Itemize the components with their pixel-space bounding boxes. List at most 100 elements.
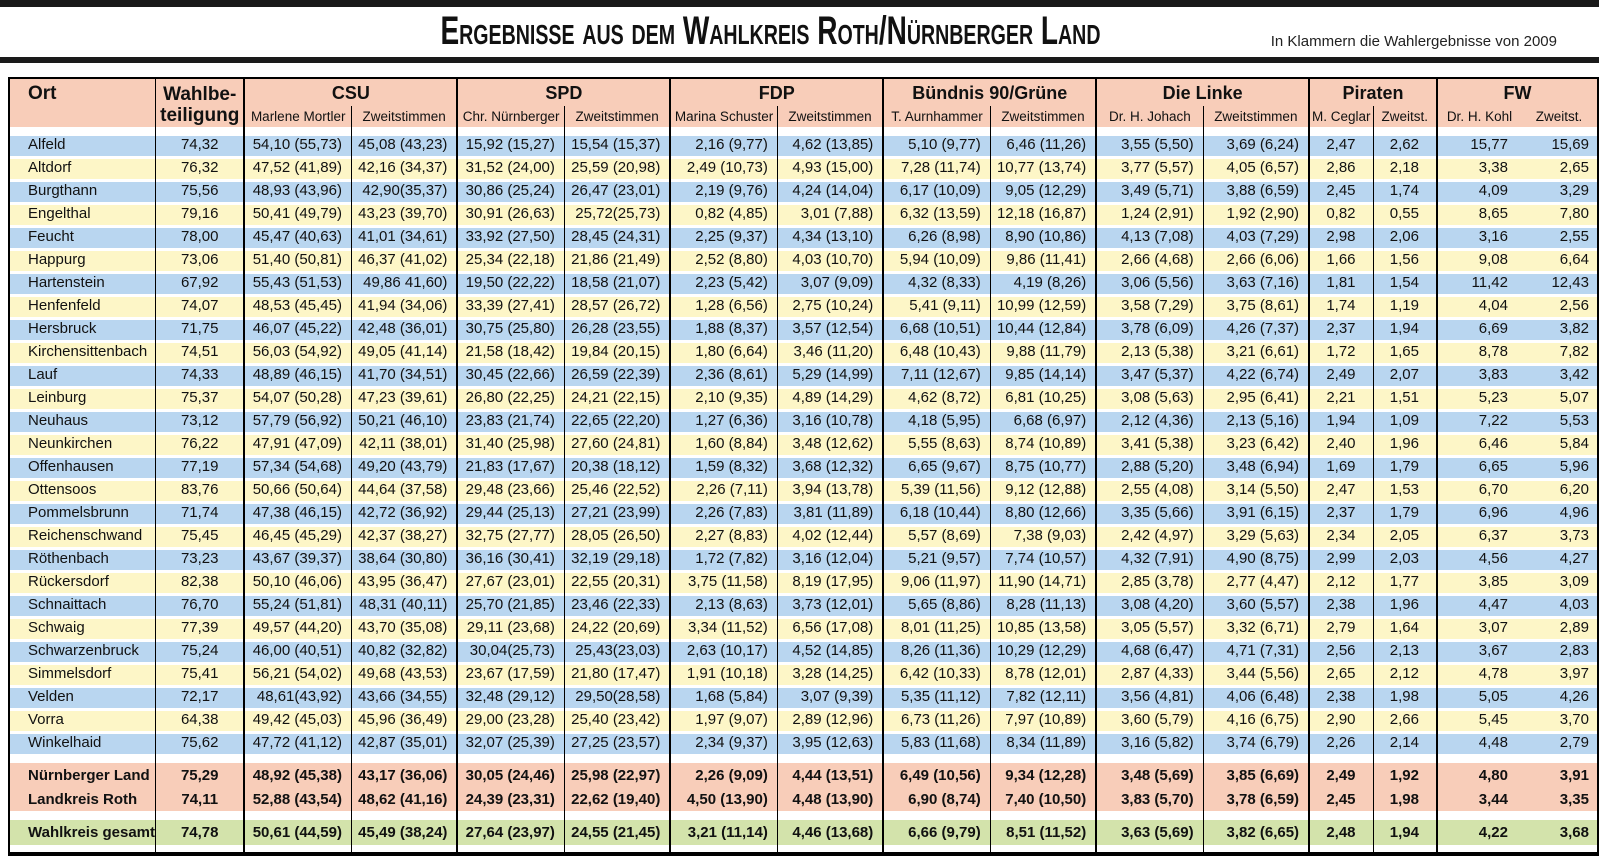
value-cell: 5,96 [1520, 455, 1598, 478]
value-cell: 74,11 [155, 787, 245, 811]
value-cell: 30,05 (24,46) [456, 763, 565, 787]
value-cell: 2,05 [1372, 524, 1437, 547]
table-row: Kirchensittenbach 74,51 56,03 (54,92) 49,05… [9, 340, 1598, 363]
spacer-cell [882, 754, 991, 763]
value-cell: 9,88 (11,79) [989, 340, 1097, 363]
value-cell: 4,93 (15,00) [776, 156, 884, 179]
value-cell: 77,39 [155, 616, 245, 639]
value-cell: 28,57 (26,72) [563, 294, 671, 317]
value-cell: 3,48 (6,94) [1202, 455, 1310, 478]
value-cell: 2,13 (5,38) [1095, 340, 1204, 363]
value-cell: 1,94 [1308, 409, 1374, 432]
value-cell: 2,62 [1372, 133, 1437, 156]
value-cell: 1,77 [1372, 570, 1437, 593]
value-cell: 2,75 (10,24) [776, 294, 884, 317]
spacer-cell [669, 811, 778, 820]
value-cell: 1,54 [1372, 271, 1437, 294]
value-cell: 2,66 (4,68) [1095, 248, 1204, 271]
value-cell: 5,83 (11,68) [882, 731, 991, 754]
value-cell: 7,11 (12,67) [882, 363, 991, 386]
value-cell: 2,99 [1308, 547, 1374, 570]
value-cell: 3,21 (6,61) [1202, 340, 1310, 363]
value-cell: 9,08 [1435, 248, 1521, 271]
value-cell: 2,13 (5,16) [1202, 409, 1310, 432]
value-cell: 8,78 [1435, 340, 1521, 363]
value-cell: 3,74 (6,79) [1202, 731, 1310, 754]
value-cell: 43,70 (35,08) [350, 616, 458, 639]
value-cell: 1,79 [1372, 455, 1437, 478]
value-cell: 6,42 (10,33) [882, 662, 991, 685]
spacer-cell [9, 811, 156, 820]
value-cell: 3,68 (12,32) [776, 455, 884, 478]
value-cell: 5,05 [1435, 685, 1521, 708]
value-cell: 74,32 [155, 133, 245, 156]
table-row: Schwaig 77,39 49,57 (44,20) 43,70 (35,08) 29… [9, 616, 1598, 639]
value-cell: 4,90 (8,75) [1202, 547, 1310, 570]
spacer-cell [882, 845, 991, 854]
value-cell: 24,55 (21,45) [563, 820, 671, 845]
spacer-cell [1095, 845, 1204, 854]
value-cell: 1,72 [1308, 340, 1374, 363]
value-cell: 76,22 [155, 432, 245, 455]
value-cell: 41,94 (34,06) [350, 294, 458, 317]
table-row: Pommelsbrunn 71,74 47,38 (46,15) 42,72 (36,… [9, 501, 1598, 524]
value-cell: 74,33 [155, 363, 245, 386]
value-cell: 1,24 (2,91) [1095, 202, 1204, 225]
value-cell: 25,72(25,73) [563, 202, 671, 225]
value-cell: 3,47 (5,37) [1095, 363, 1204, 386]
value-cell: 67,92 [155, 271, 245, 294]
value-cell: 76,32 [155, 156, 245, 179]
value-cell: 3,67 [1435, 639, 1521, 662]
value-cell: 3,83 (5,70) [1095, 787, 1204, 811]
value-cell: 74,78 [155, 820, 245, 845]
value-cell: 4,05 (6,57) [1202, 156, 1310, 179]
value-cell: 22,65 (22,20) [563, 409, 671, 432]
value-cell: 75,37 [155, 386, 245, 409]
value-cell: 41,01 (34,61) [350, 225, 458, 248]
spacer-cell [669, 845, 778, 854]
results-tbody: Alfeld 74,32 54,10 (55,73) 45,08 (43,23) 15,… [9, 127, 1598, 854]
value-cell: 74,51 [155, 340, 245, 363]
value-cell: 2,38 [1308, 593, 1374, 616]
value-cell: 7,80 [1520, 202, 1598, 225]
value-cell: 23,83 (21,74) [456, 409, 565, 432]
value-cell: 2,89 [1520, 616, 1598, 639]
value-cell: 12,43 [1520, 271, 1598, 294]
value-cell: 78,00 [155, 225, 245, 248]
value-cell: 2,45 [1308, 787, 1374, 811]
value-cell: 4,26 (7,37) [1202, 317, 1310, 340]
spacer-cell [1520, 754, 1598, 763]
value-cell: 25,46 (22,52) [563, 478, 671, 501]
value-cell: 2,07 [1372, 363, 1437, 386]
value-cell: 4,50 (13,90) [669, 787, 778, 811]
spacer-cell [989, 811, 1097, 820]
value-cell: 4,89 (14,29) [776, 386, 884, 409]
spacer-cell [669, 127, 778, 133]
value-cell: 48,61(43,92) [243, 685, 352, 708]
value-cell: 8,01 (11,25) [882, 616, 991, 639]
value-cell: 48,92 (45,38) [243, 763, 352, 787]
value-cell: 75,62 [155, 731, 245, 754]
ort-cell: Pommelsbrunn [9, 501, 156, 524]
spacer-cell [1095, 811, 1204, 820]
value-cell: 4,48 (13,90) [776, 787, 884, 811]
value-cell: 4,27 [1520, 547, 1598, 570]
page-title: Ergebnisse aus dem Wahlkreis Roth/Nürnbe… [0, 6, 1540, 56]
value-cell: 52,88 (43,54) [243, 787, 352, 811]
value-cell: 2,03 [1372, 547, 1437, 570]
value-cell: 2,77 (4,47) [1202, 570, 1310, 593]
value-cell: 8,28 (11,13) [989, 593, 1097, 616]
table-row: Rückersdorf 82,38 50,10 (46,06) 43,95 (36,4… [9, 570, 1598, 593]
spacer-cell [350, 845, 458, 854]
value-cell: 42,72 (36,92) [350, 501, 458, 524]
value-cell: 45,96 (36,49) [350, 708, 458, 731]
value-cell: 2,48 [1308, 820, 1374, 845]
ort-cell: Velden [9, 685, 156, 708]
value-cell: 55,24 (51,81) [243, 593, 352, 616]
wahlbeteiligung-line2: teiligung [160, 104, 240, 126]
value-cell: 3,63 (7,16) [1202, 271, 1310, 294]
value-cell: 4,44 (13,51) [776, 763, 884, 787]
ort-cell: Henfenfeld [9, 294, 156, 317]
value-cell: 40,82 (32,82) [350, 639, 458, 662]
value-cell: 1,94 [1372, 820, 1437, 845]
